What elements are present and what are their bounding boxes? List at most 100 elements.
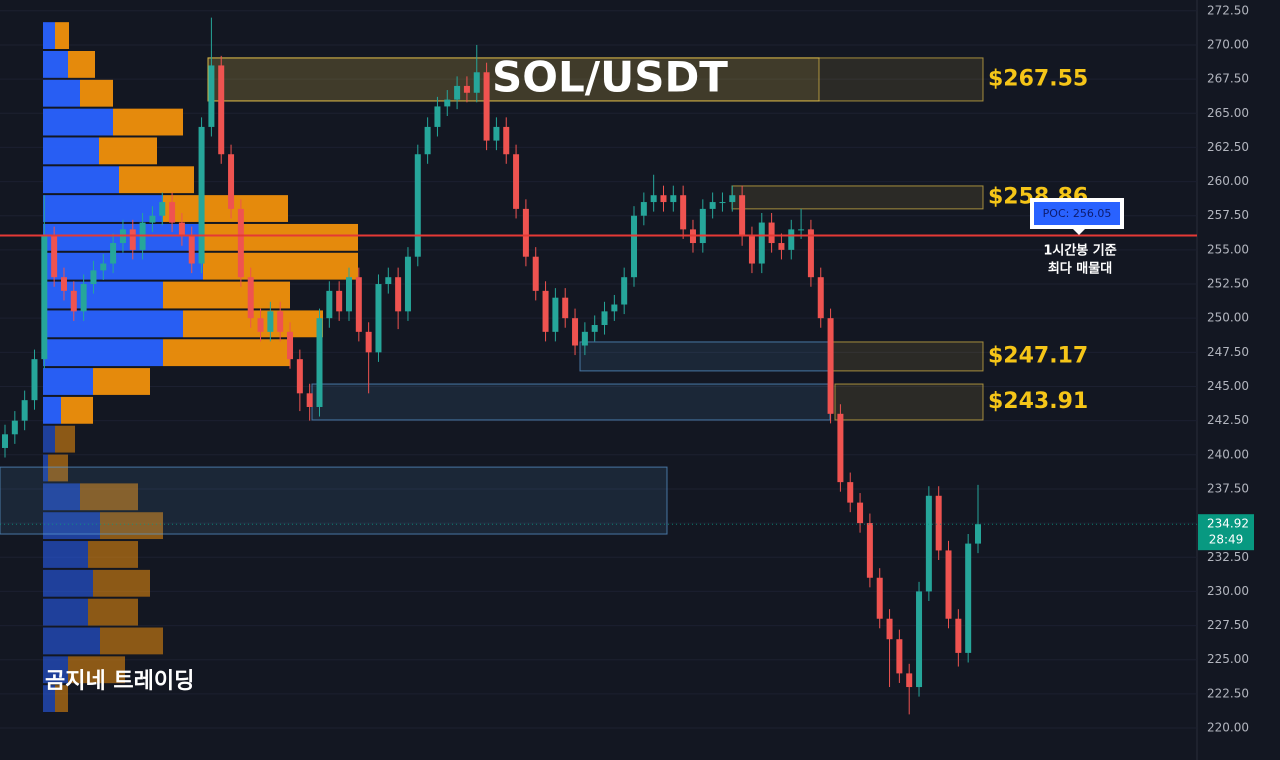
profile-sell-bar xyxy=(68,656,125,684)
chart-title: SOL/USDT xyxy=(492,53,728,102)
candle-body xyxy=(198,126,205,264)
candle-body xyxy=(208,65,215,127)
profile-buy-bar xyxy=(43,166,119,194)
candle-body xyxy=(896,639,903,674)
candle-body xyxy=(463,85,470,93)
candle-body xyxy=(906,673,913,688)
profile-sell-bar xyxy=(203,223,358,251)
candle-body xyxy=(70,290,77,312)
candle-body xyxy=(876,577,883,619)
candle-body xyxy=(680,195,687,230)
candle-body xyxy=(267,311,274,332)
candle-body xyxy=(129,229,136,250)
y-tick-label: 270.00 xyxy=(1207,37,1249,51)
candle-body xyxy=(827,318,834,414)
candle-body xyxy=(178,222,185,237)
profile-sell-bar xyxy=(163,281,290,309)
candle-body xyxy=(247,277,254,319)
profile-sell-bar xyxy=(55,685,68,713)
candle-body xyxy=(41,236,48,360)
poc-box xyxy=(1034,202,1120,225)
candle-body xyxy=(365,331,372,353)
candle-body xyxy=(778,243,785,250)
candle-body xyxy=(326,290,333,319)
profile-sell-bar xyxy=(68,51,95,78)
profile-buy-bar xyxy=(43,425,55,453)
y-tick-label: 267.50 xyxy=(1207,72,1249,86)
candle-body xyxy=(552,297,559,332)
profile-sell-bar xyxy=(100,627,163,655)
y-tick-label: 262.50 xyxy=(1207,140,1249,154)
candle-body xyxy=(414,154,421,257)
candle-body xyxy=(719,202,726,204)
candle-body xyxy=(395,277,402,312)
candle-body xyxy=(493,126,500,141)
profile-buy-bar xyxy=(43,51,68,78)
candle-body xyxy=(611,304,618,312)
profile-buy-bar xyxy=(43,512,100,540)
profile-buy-bar xyxy=(43,569,93,597)
profile-buy-bar xyxy=(43,396,61,424)
profile-sell-bar xyxy=(203,252,358,280)
candle-body xyxy=(729,195,736,203)
profile-buy-bar xyxy=(43,339,163,367)
y-tick-label: 255.00 xyxy=(1207,242,1249,256)
candle-body xyxy=(916,591,923,688)
zone-label: $267.55 xyxy=(988,66,1088,91)
poc-note: 최다 매물대 xyxy=(1048,261,1112,277)
profile-sell-bar xyxy=(80,483,138,511)
profile-buy-bar xyxy=(43,685,55,713)
y-tick-label: 260.00 xyxy=(1207,174,1249,188)
candle-body xyxy=(80,284,87,312)
profile-buy-bar xyxy=(43,627,100,655)
profile-sell-bar xyxy=(163,195,288,222)
last-price-badge xyxy=(1198,514,1254,551)
candle-body xyxy=(562,297,569,319)
candle-body xyxy=(188,236,195,264)
candle-body xyxy=(375,284,382,353)
candle-body xyxy=(866,523,873,578)
candle-body xyxy=(591,325,598,332)
candle-body xyxy=(11,420,18,435)
candle-body xyxy=(709,202,716,209)
y-tick-label: 250.00 xyxy=(1207,311,1249,325)
candle-body xyxy=(100,263,107,271)
profile-sell-bar xyxy=(119,166,194,194)
y-tick-label: 265.00 xyxy=(1207,106,1249,120)
y-tick-label: 242.50 xyxy=(1207,413,1249,427)
candle-body xyxy=(837,413,844,483)
price-zone xyxy=(731,185,984,210)
profile-sell-bar xyxy=(88,541,138,568)
profile-buy-bar xyxy=(43,454,48,482)
candle-body xyxy=(2,434,8,448)
poc-pointer xyxy=(1073,229,1085,235)
profile-sell-bar xyxy=(113,108,183,136)
profile-buy-bar xyxy=(43,310,183,338)
candle-body xyxy=(847,482,854,503)
price-zone xyxy=(207,57,984,102)
candle-body xyxy=(817,277,824,319)
candle-body xyxy=(748,236,755,264)
profile-buy-bar xyxy=(43,108,113,136)
y-tick-label: 252.50 xyxy=(1207,277,1249,291)
y-tick-label: 222.50 xyxy=(1207,686,1249,700)
candle-body xyxy=(336,290,343,312)
watermark: 곰지네 트레이딩 xyxy=(45,669,194,694)
candle-body xyxy=(640,202,647,216)
candle-body xyxy=(218,65,225,155)
candle-body xyxy=(345,277,352,312)
y-tick-label: 247.50 xyxy=(1207,345,1249,359)
price-zone xyxy=(829,341,984,372)
candle-body xyxy=(473,72,480,93)
support-zone xyxy=(311,383,831,421)
y-tick-label: 225.00 xyxy=(1207,652,1249,666)
candle-body xyxy=(621,277,628,305)
candle-body xyxy=(945,550,952,619)
candle-body xyxy=(51,236,58,278)
zone-label: $243.91 xyxy=(988,389,1088,414)
profile-buy-bar xyxy=(43,656,68,684)
candle-body xyxy=(975,524,981,544)
profile-sell-bar xyxy=(55,22,69,50)
candle-body xyxy=(287,331,294,360)
profile-sell-bar xyxy=(61,396,93,424)
